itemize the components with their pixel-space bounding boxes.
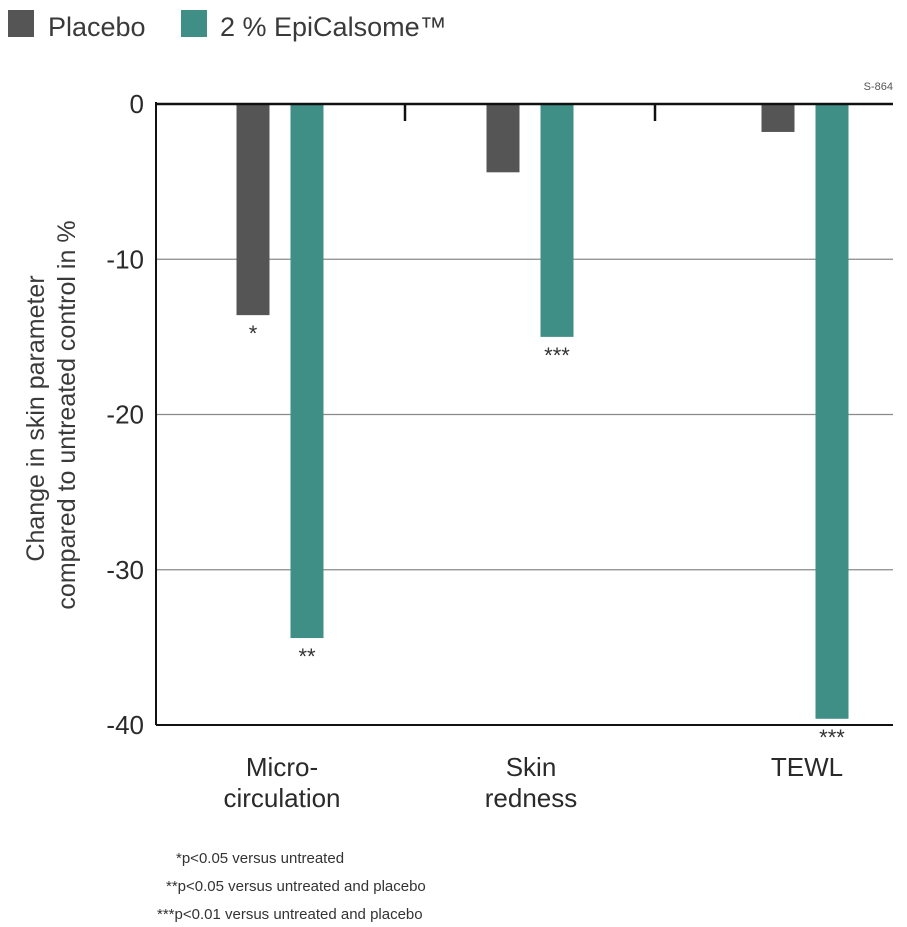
y-axis-label-line-2: compared to untreated control in % <box>53 220 81 609</box>
chart-code: S-864 <box>864 81 893 93</box>
grid-lines <box>156 258 893 571</box>
significance-marker: *** <box>544 343 570 368</box>
category-label: TEWL <box>771 752 843 782</box>
bar <box>486 104 520 173</box>
legend-label-placebo: Placebo <box>48 12 146 42</box>
category-label-line: redness <box>485 783 578 813</box>
footnote-2: **p<0.05 versus untreated and placebo <box>166 878 426 895</box>
bar <box>815 104 849 719</box>
significance-markers: ********* <box>249 321 846 750</box>
bar <box>236 104 270 316</box>
category-label-line: TEWL <box>771 752 843 782</box>
category-label: Skin redness <box>485 752 578 813</box>
footnote-1: *p<0.05 versus untreated <box>176 850 344 867</box>
bar <box>761 104 795 132</box>
legend-swatch-epicalsome <box>181 10 207 37</box>
y-tick-label: -40 <box>106 710 144 740</box>
legend-label-epicalsome: 2 % EpiCalsome™ <box>220 12 447 42</box>
category-label-line: Skin <box>506 752 557 782</box>
category-labels: Micro-circulation Skin redness TEWL <box>223 752 843 813</box>
significance-marker: ** <box>298 644 316 669</box>
axes <box>155 102 893 726</box>
y-tick-label: -20 <box>106 400 144 430</box>
significance-marker: * <box>249 321 258 346</box>
y-axis-label-line-1: Change in skin parameter <box>22 275 50 561</box>
significance-marker: *** <box>819 725 845 750</box>
footnotes: *p<0.05 versus untreated **p<0.05 versus… <box>157 850 426 923</box>
y-tick-labels: 0 -10 -20 -30 -40 <box>106 89 144 740</box>
y-tick-label: -10 <box>106 244 144 274</box>
legend: Placebo 2 % EpiCalsome™ <box>8 10 447 42</box>
y-tick-label: 0 <box>130 89 144 119</box>
category-label-line: Micro- <box>246 752 318 782</box>
legend-swatch-placebo <box>8 10 34 37</box>
category-label-line: circulation <box>223 783 340 813</box>
y-tick-label: -30 <box>106 555 144 585</box>
category-label: Micro-circulation <box>223 752 340 813</box>
bar <box>290 104 324 639</box>
bar <box>540 104 574 337</box>
footnote-3: ***p<0.01 versus untreated and placebo <box>157 906 423 923</box>
bars <box>236 104 849 719</box>
y-axis-label: Change in skin parameter compared to unt… <box>22 220 81 609</box>
